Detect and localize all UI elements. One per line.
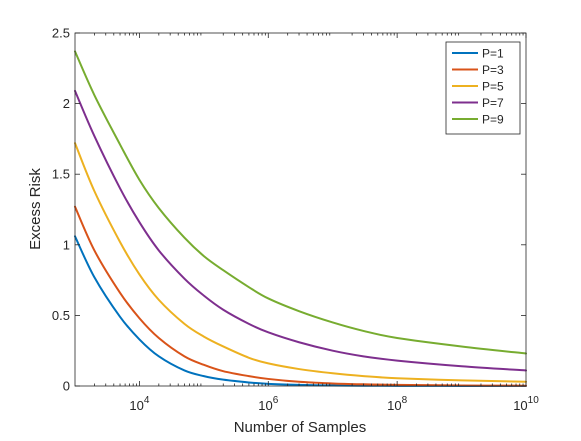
legend-label-p5: P=5 (482, 80, 504, 94)
x-tick-exponent: 6 (273, 395, 279, 406)
y-tick-label: 1.5 (52, 167, 70, 182)
x-axis-label: Number of Samples (234, 419, 367, 436)
y-axis-label: Excess Risk (27, 168, 44, 250)
axes-box (74, 32, 527, 387)
series-line-p3 (74, 205, 527, 387)
x-tick-label: 108 (387, 395, 407, 413)
series-line-p5 (74, 142, 527, 383)
legend: P=1 P=3 P=5 P=7 P=9 (445, 41, 521, 135)
x-tick-exponent: 8 (402, 395, 408, 406)
legend-label-p7: P=7 (482, 96, 504, 110)
legend-label-p3: P=3 (482, 63, 504, 77)
x-tick-label: 104 (129, 395, 149, 413)
x-tick-labels: 104 106 108 1010 (129, 395, 539, 413)
x-tick-exponent: 4 (144, 395, 150, 406)
legend-label-p9: P=9 (482, 113, 504, 127)
y-tick-label: 2 (63, 96, 70, 111)
series-line-p9 (74, 50, 527, 355)
y-tick-labels: 0 0.5 1 1.5 2 2.5 (52, 26, 70, 394)
y-tick-label: 2.5 (52, 26, 70, 41)
legend-label-p1: P=1 (482, 47, 504, 61)
y-tick-label: 0 (63, 379, 70, 394)
x-tick-base: 10 (258, 398, 272, 413)
series-line-p7 (74, 89, 527, 372)
x-tick-base: 10 (129, 398, 143, 413)
x-tick-label: 106 (258, 395, 278, 413)
x-tick-exponent: 10 (528, 395, 540, 406)
y-tick-label: 0.5 (52, 308, 70, 323)
x-tick-label: 1010 (513, 395, 539, 413)
x-tick-base: 10 (513, 398, 527, 413)
x-tick-base: 10 (387, 398, 401, 413)
y-tick-label: 1 (63, 237, 70, 252)
